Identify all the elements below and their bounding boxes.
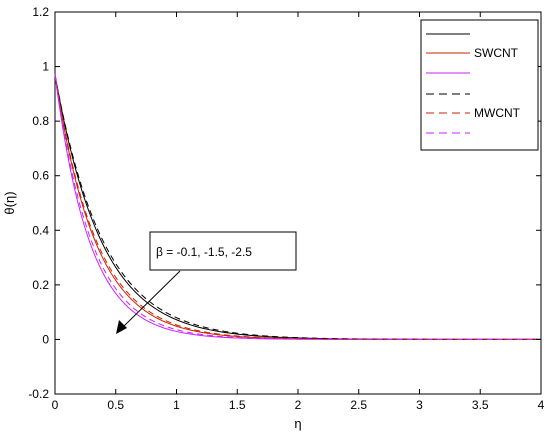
x-axis-label: η [294, 416, 301, 431]
y-axis-label: θ(η) [2, 191, 17, 214]
legend-label-5: MWCNT [474, 106, 521, 120]
x-ticks: 0 0.5 1 1.5 2 2.5 3 3.5 4 [52, 12, 545, 412]
x-tick-label: 3 [416, 398, 423, 412]
y-tick-label: 0.4 [32, 223, 49, 237]
annotation-arrow-head [116, 320, 127, 334]
y-tick-label: -0.2 [28, 387, 49, 401]
y-ticks: -0.2 0 0.2 0.4 0.6 0.8 1 1.2 [28, 5, 541, 401]
x-tick-label: 0.5 [107, 398, 124, 412]
y-tick-label: 0.8 [32, 114, 49, 128]
legend-label-2: SWCNT [474, 46, 519, 60]
annotation-arrow-line [121, 270, 181, 329]
x-tick-label: 3.5 [472, 398, 489, 412]
y-tick-label: 1.2 [32, 5, 49, 19]
series-line-4 [54, 74, 541, 340]
annotation: β = -0.1, -1.5, -2.5 [116, 231, 297, 334]
x-tick-label: 2 [295, 398, 302, 412]
legend: SWCNT MWCNT [420, 19, 539, 151]
x-tick-label: 2.5 [350, 398, 367, 412]
y-tick-label: 1 [42, 60, 49, 74]
legend-box [420, 19, 539, 151]
x-tick-label: 0 [52, 398, 59, 412]
annotation-text: β = -0.1, -1.5, -2.5 [156, 245, 252, 259]
annotation-box [149, 231, 297, 271]
series-line-6 [54, 74, 541, 340]
x-tick-label: 1 [173, 398, 180, 412]
y-tick-label: 0.2 [32, 278, 49, 292]
y-tick-label: 0 [42, 332, 49, 346]
y-tick-label: 0.6 [32, 169, 49, 183]
x-tick-label: 4 [538, 398, 545, 412]
x-tick-label: 1.5 [229, 398, 246, 412]
